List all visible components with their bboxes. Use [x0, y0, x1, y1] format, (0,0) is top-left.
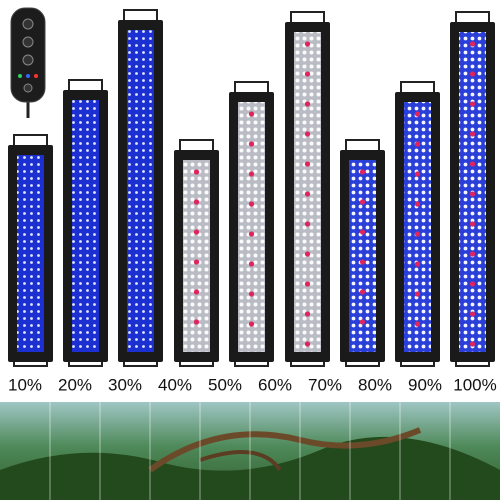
- percent-label: 90%: [408, 375, 442, 394]
- percent-label: 20%: [58, 375, 92, 394]
- percent-label: 70%: [308, 375, 342, 394]
- red-led: [304, 251, 311, 257]
- percent-label: 100%: [453, 375, 496, 394]
- light-bar: [8, 134, 53, 367]
- red-led: [193, 229, 200, 235]
- red-led: [248, 111, 255, 117]
- red-led: [304, 341, 311, 347]
- red-led: [414, 141, 421, 147]
- red-led: [304, 281, 311, 287]
- red-led: [414, 261, 421, 267]
- red-led: [469, 161, 476, 167]
- led-panel: [17, 155, 44, 352]
- red-led: [193, 319, 200, 325]
- hanger: [455, 11, 490, 24]
- red-led: [359, 199, 366, 205]
- percent-labels: 10% 20% 30% 40% 50% 60% 70% 80% 90% 100%: [8, 375, 497, 394]
- light-bar: [118, 9, 163, 367]
- red-led: [248, 291, 255, 297]
- red-led: [469, 71, 476, 77]
- led-panel: [127, 30, 154, 352]
- red-led: [469, 101, 476, 107]
- red-led: [359, 289, 366, 295]
- red-led: [193, 289, 200, 295]
- hanger: [400, 81, 435, 94]
- red-led: [193, 259, 200, 265]
- red-led: [469, 341, 476, 347]
- red-led: [304, 311, 311, 317]
- light-bar: [285, 11, 330, 367]
- red-led: [248, 171, 255, 177]
- hanger: [290, 11, 325, 24]
- percent-label: 60%: [258, 375, 292, 394]
- red-led: [469, 251, 476, 257]
- red-led: [469, 281, 476, 287]
- percent-label: 10%: [8, 375, 42, 394]
- red-led: [414, 201, 421, 207]
- hanger: [179, 139, 214, 152]
- hanger: [345, 139, 380, 152]
- light-bar: [450, 11, 495, 367]
- percent-label: 40%: [158, 375, 192, 394]
- red-led: [304, 41, 311, 47]
- red-led: [414, 291, 421, 297]
- light-bars: [8, 9, 495, 367]
- red-led: [469, 311, 476, 317]
- aquarium-photo: [0, 402, 500, 500]
- red-led: [248, 231, 255, 237]
- percent-label: 50%: [208, 375, 242, 394]
- red-led: [304, 71, 311, 77]
- light-bar: [174, 139, 219, 367]
- led-panel: [238, 102, 265, 352]
- hanger: [13, 134, 48, 147]
- red-led: [414, 321, 421, 327]
- red-led: [414, 171, 421, 177]
- led-panel: [404, 102, 431, 352]
- red-led: [304, 191, 311, 197]
- light-bar: [395, 81, 440, 367]
- red-led: [193, 169, 200, 175]
- remote: [10, 7, 46, 118]
- red-led: [359, 319, 366, 325]
- red-led: [359, 229, 366, 235]
- led-panel: [72, 100, 99, 352]
- red-led: [359, 169, 366, 175]
- red-led: [248, 321, 255, 327]
- red-led: [469, 191, 476, 197]
- hanger: [68, 79, 103, 92]
- red-led: [414, 231, 421, 237]
- red-led: [469, 221, 476, 227]
- hanger: [234, 81, 269, 94]
- hanger: [123, 9, 158, 22]
- red-led: [304, 131, 311, 137]
- percent-label: 30%: [108, 375, 142, 394]
- red-led: [359, 259, 366, 265]
- percent-label: 80%: [358, 375, 392, 394]
- red-led: [414, 111, 421, 117]
- red-led: [304, 161, 311, 167]
- red-led: [248, 141, 255, 147]
- red-led: [304, 101, 311, 107]
- light-bar: [63, 79, 108, 367]
- light-bar: [229, 81, 274, 367]
- red-led: [304, 221, 311, 227]
- red-led: [193, 199, 200, 205]
- red-led: [248, 201, 255, 207]
- red-led: [469, 41, 476, 47]
- red-led: [248, 261, 255, 267]
- light-bar: [340, 139, 385, 367]
- red-led: [469, 131, 476, 137]
